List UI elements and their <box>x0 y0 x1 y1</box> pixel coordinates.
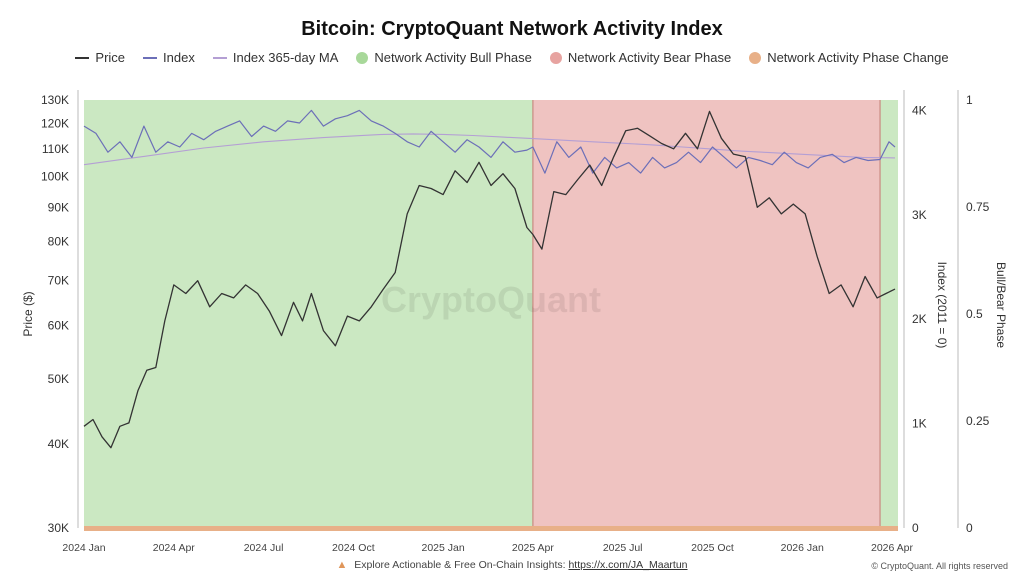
y-left-tick-label: 100K <box>41 170 69 184</box>
series-line-index-365-day-ma <box>83 133 896 166</box>
legend-label: Network Activity Phase Change <box>767 50 949 65</box>
legend-label: Price <box>95 50 126 65</box>
y-left-tick-label: 110K <box>42 142 69 156</box>
legend-item-bull-phase[interactable]: Network Activity Bull Phase <box>356 50 532 65</box>
x-tick-label: 2025 Jan <box>422 542 465 554</box>
y-left-tick-label: 120K <box>41 116 69 130</box>
y-phase-tick-label: 0.25 <box>966 414 990 428</box>
y-index-tick-label: 1K <box>912 417 927 431</box>
legend-item-bear-phase[interactable]: Network Activity Bear Phase <box>549 50 732 65</box>
legend-item-index[interactable]: Index <box>143 50 195 65</box>
series-line-price <box>83 110 896 449</box>
x-tick-label: 2025 Jul <box>603 542 643 554</box>
y-phase-axis-title: Bull/Bear Phase <box>994 262 1008 348</box>
phase-change-baseline <box>84 526 898 531</box>
y-index-tick-label: 0 <box>912 521 919 535</box>
y-left-tick-label: 50K <box>48 372 69 386</box>
legend-swatch-bear-phase <box>549 51 562 64</box>
y-left-axis-title: Price ($) <box>21 291 35 336</box>
copyright: © CryptoQuant. All rights reserved <box>871 561 1008 571</box>
legend-item-phase-change[interactable]: Network Activity Phase Change <box>749 50 949 65</box>
legend-swatch-phase-change <box>749 51 762 64</box>
legend-label: Network Activity Bear Phase <box>567 50 732 65</box>
series-line-index <box>83 109 896 174</box>
footer: ▲ Explore Actionable & Free On-Chain Ins… <box>0 559 1024 571</box>
legend-swatch-bull-phase <box>356 51 369 64</box>
legend-label: Index <box>163 50 195 65</box>
phase-band-bear <box>532 100 881 528</box>
y-index-tick-label: 2K <box>912 312 927 326</box>
y-phase-tick-label: 0.5 <box>966 307 983 321</box>
legend-swatch-index <box>143 56 158 59</box>
legend-swatch-price <box>75 56 90 59</box>
y-left-tick-label: 70K <box>48 274 69 288</box>
x-tick-label: 2026 Jan <box>781 542 824 554</box>
y-phase-tick-label: 0 <box>966 521 973 535</box>
y-phase-tick-label: 0.75 <box>966 200 990 214</box>
legend-item-price[interactable]: Price <box>75 50 125 65</box>
y-index-tick-label: 3K <box>912 208 927 222</box>
phase-band-bull <box>84 100 533 528</box>
phase-band-bull <box>880 100 898 528</box>
footer-link[interactable]: https://x.com/JA_Maartun <box>568 559 688 571</box>
legend-swatch-index-ma <box>212 56 227 59</box>
y-left-tick-label: 30K <box>48 521 69 535</box>
y-left-tick-label: 80K <box>48 235 69 249</box>
x-tick-label: 2024 Jul <box>244 542 284 554</box>
y-left-tick-label: 130K <box>41 93 69 107</box>
bell-icon: ▲ <box>336 559 348 571</box>
x-tick-label: 2026 Apr <box>871 542 914 554</box>
y-left-tick-label: 40K <box>48 437 69 451</box>
x-tick-label: 2025 Apr <box>512 542 555 554</box>
y-index-axis-title: Index (2011 = 0) <box>935 262 949 349</box>
x-tick-label: 2024 Jan <box>62 542 105 554</box>
x-tick-label: 2025 Oct <box>691 542 734 554</box>
watermark: CryptoQuant <box>381 279 601 320</box>
legend: Price Index Index 365-day MA Network Act… <box>0 50 1024 65</box>
footer-text: Explore Actionable & Free On-Chain Insig… <box>354 559 569 571</box>
x-tick-label: 2024 Oct <box>332 542 375 554</box>
x-tick-label: 2024 Apr <box>153 542 196 554</box>
legend-label: Index 365-day MA <box>232 50 339 65</box>
legend-label: Network Activity Bull Phase <box>374 50 532 65</box>
legend-item-index-ma[interactable]: Index 365-day MA <box>212 50 339 65</box>
y-left-tick-label: 60K <box>48 319 69 333</box>
chart-title: Bitcoin: CryptoQuant Network Activity In… <box>301 18 723 40</box>
y-phase-tick-label: 1 <box>966 93 973 107</box>
y-index-tick-label: 4K <box>912 103 927 117</box>
y-left-tick-label: 90K <box>48 200 69 214</box>
